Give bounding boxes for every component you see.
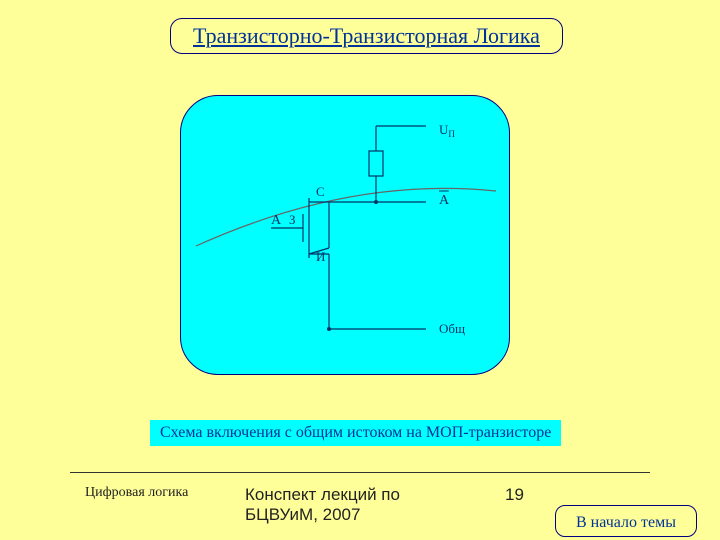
svg-text:А: А xyxy=(271,213,282,228)
circuit-svg: UПАЗСИАОбщ xyxy=(181,96,511,376)
svg-text:А: А xyxy=(439,193,450,208)
svg-text:И: И xyxy=(316,249,325,264)
caption-text: Схема включения с общим истоком на МОП-т… xyxy=(160,424,551,441)
circuit-diagram-panel: UПАЗСИАОбщ xyxy=(180,95,510,375)
svg-text:С: С xyxy=(316,184,325,199)
footer-center: Конспект лекций по БЦВУиМ, 2007 xyxy=(245,485,400,526)
page-title: Транзисторно-Транзисторная Логика xyxy=(170,18,563,54)
footer-divider xyxy=(70,472,650,473)
svg-text:Общ: Общ xyxy=(439,321,465,336)
diagram-caption: Схема включения с общим истоком на МОП-т… xyxy=(150,420,561,446)
footer-left: Цифровая логика xyxy=(85,485,188,501)
back-to-topic-button[interactable]: В начало темы xyxy=(555,505,697,537)
svg-text:UП: UП xyxy=(439,122,455,139)
page-number: 19 xyxy=(505,485,524,505)
svg-text:З: З xyxy=(289,212,296,227)
title-text: Транзисторно-Транзисторная Логика xyxy=(193,23,540,48)
back-button-label: В начало темы xyxy=(576,514,676,531)
